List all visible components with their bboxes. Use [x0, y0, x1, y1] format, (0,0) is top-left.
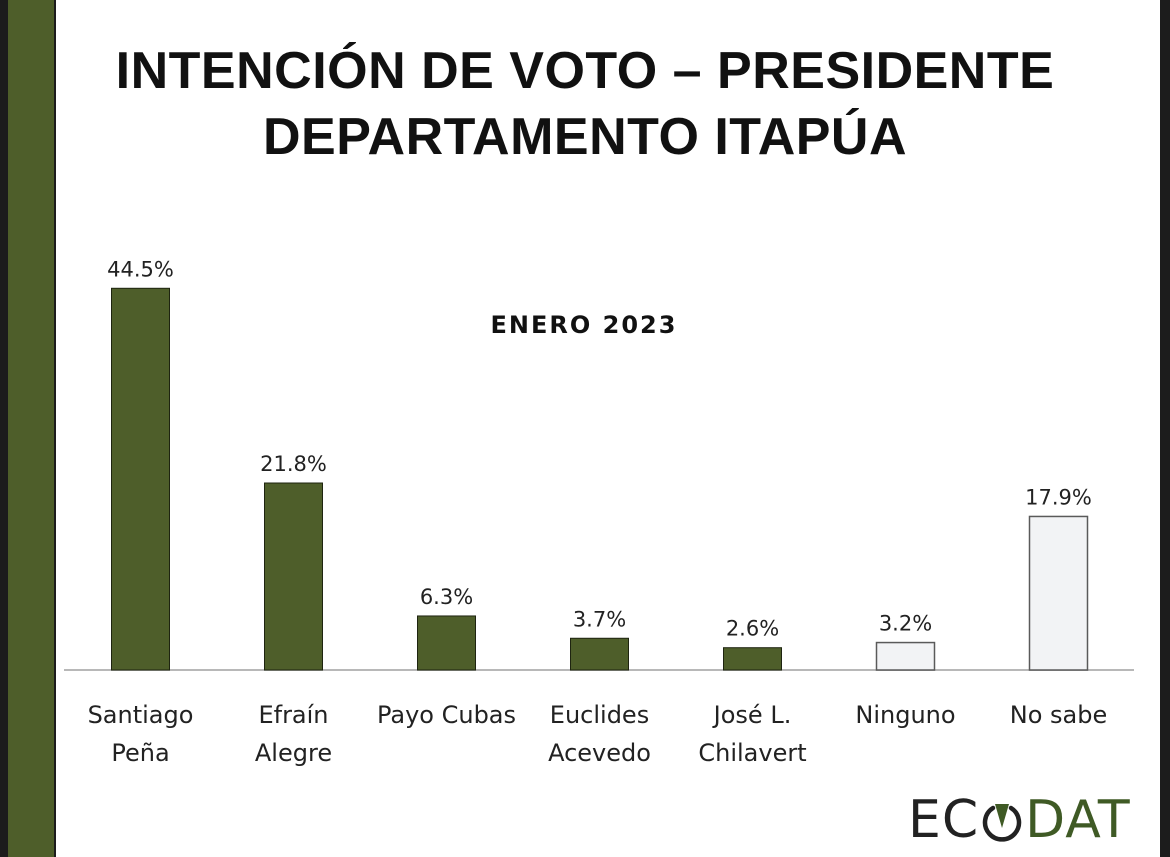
logo-text-dat: DAT: [1025, 790, 1131, 850]
bar-4: [723, 647, 782, 671]
category-label-2-0: Payo Cubas: [377, 701, 516, 729]
chart-panel: [56, 0, 1160, 857]
logo-text-eco: EC: [908, 790, 980, 850]
category-label-0-0: Santiago: [88, 701, 194, 729]
bar-6: [1028, 515, 1089, 671]
ecodat-logo: EC DAT: [908, 790, 1131, 850]
bar-value-label-2: 6.3%: [420, 585, 473, 609]
side-accent-band: [8, 0, 54, 857]
category-label-1-1: Alegre: [255, 739, 332, 767]
bar-2: [417, 615, 476, 671]
bar-1: [264, 482, 323, 671]
bar-3: [570, 637, 629, 671]
bar-value-label-1: 21.8%: [260, 452, 327, 476]
bar-value-label-6: 17.9%: [1025, 485, 1092, 509]
bar-value-label-4: 2.6%: [726, 617, 779, 641]
category-label-3-0: Euclides: [550, 701, 649, 729]
bar-value-label-0: 44.5%: [107, 257, 174, 281]
category-label-4-1: Chilavert: [698, 739, 806, 767]
title-line-2: DEPARTAMENTO ITAPÚA: [262, 108, 908, 166]
category-label-3-1: Acevedo: [548, 739, 651, 767]
bar-value-label-3: 3.7%: [573, 607, 626, 631]
bar-5: [875, 641, 936, 671]
category-label-4-0: José L.: [712, 701, 792, 729]
category-label-6-0: No sabe: [1010, 701, 1107, 729]
bar-value-label-5: 3.2%: [879, 612, 932, 636]
category-label-1-0: Efraín: [258, 701, 328, 729]
chart-subtitle: ENERO 2023: [491, 311, 678, 339]
chart-title: INTENCIÓN DE VOTO – PRESIDENTE DEPARTAME…: [0, 38, 1170, 170]
category-label-0-1: Peña: [111, 739, 169, 767]
title-line-1: INTENCIÓN DE VOTO – PRESIDENTE: [115, 42, 1055, 100]
logo-power-icon: [982, 804, 1022, 842]
bar-0: [111, 287, 170, 671]
category-label-5-0: Ninguno: [855, 701, 955, 729]
bars-group: 44.5% Santiago Peña 21.8% Efraín Alegre 6.3% Pa…: [88, 257, 1108, 767]
